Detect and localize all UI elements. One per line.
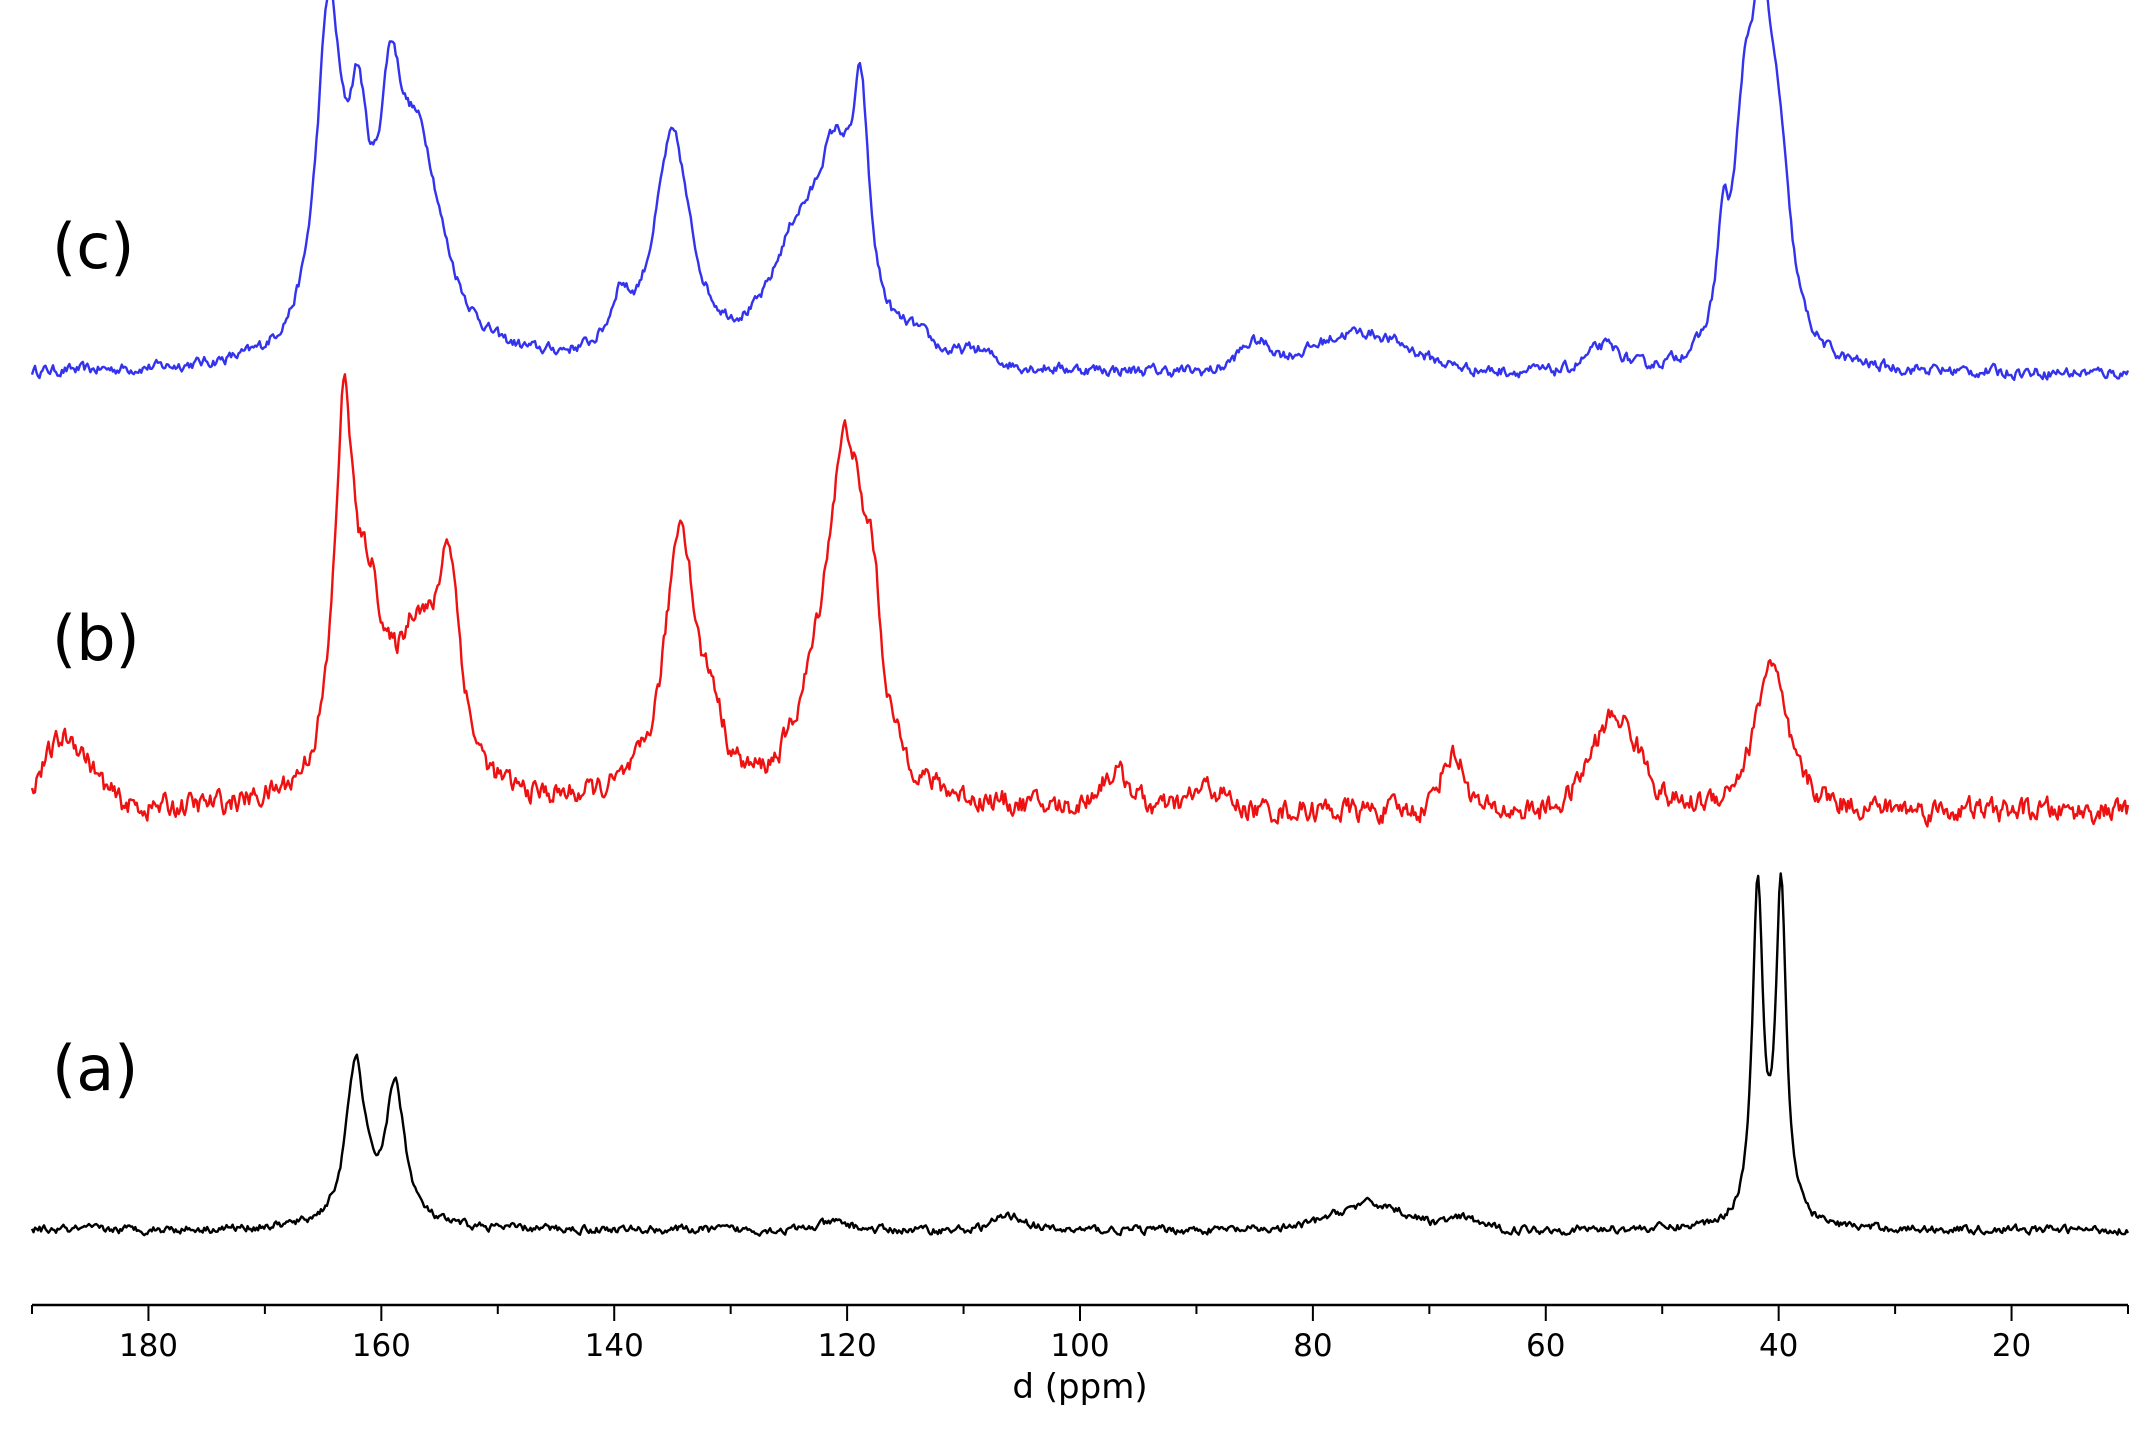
x-axis-ticks: 180 160 140 120 100 80 60 40 20 xyxy=(31,1305,2129,1364)
x-tick-label: 120 xyxy=(818,1328,877,1364)
panel-label-1: (c) xyxy=(52,210,134,283)
spectrum-line-2 xyxy=(30,373,2130,828)
x-tick-label: 60 xyxy=(1526,1328,1565,1364)
panel-labels: (c) (b) (a) xyxy=(52,210,140,1105)
x-tick-label: 100 xyxy=(1050,1328,1109,1364)
x-tick-label: 40 xyxy=(1759,1328,1798,1364)
spectra-group xyxy=(30,0,2130,1237)
x-tick-label: 160 xyxy=(352,1328,411,1364)
x-tick-label: 80 xyxy=(1293,1328,1332,1364)
spectrum-line-3 xyxy=(30,872,2130,1237)
x-tick-label: 20 xyxy=(1992,1328,2031,1364)
panel-label-2: (b) xyxy=(52,602,140,675)
spectrum-line-1 xyxy=(30,0,2130,381)
x-tick-label: 140 xyxy=(585,1328,644,1364)
x-axis-title: d (ppm) xyxy=(1012,1367,1147,1407)
panel-label-3: (a) xyxy=(52,1032,138,1105)
x-axis: 180 160 140 120 100 80 60 40 20 xyxy=(31,1303,2129,1364)
x-tick-label: 180 xyxy=(119,1328,178,1364)
